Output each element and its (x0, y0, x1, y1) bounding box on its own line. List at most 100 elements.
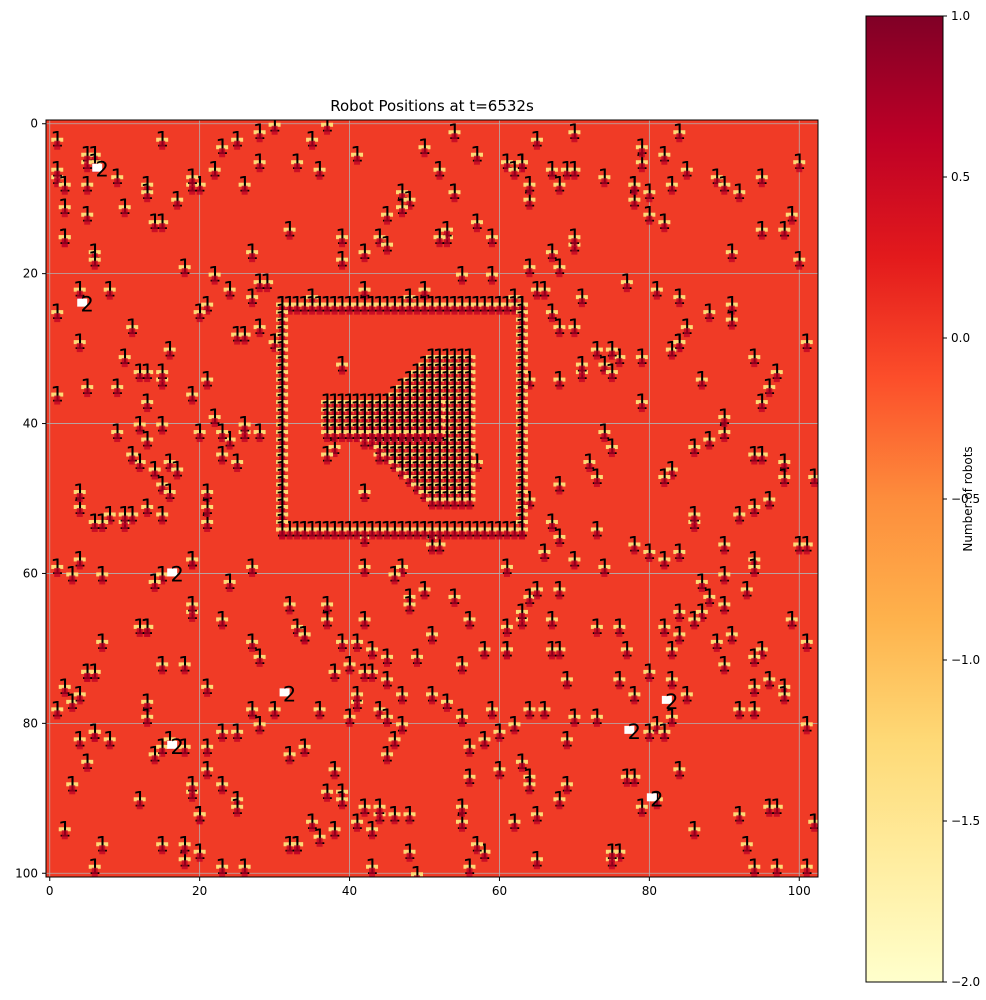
wall-robot-label-cell (493, 527, 506, 532)
robot-label: 1 (658, 720, 671, 744)
cluster-robot-label-cell (455, 430, 468, 435)
robot-label: 1 (778, 465, 791, 489)
y-tick-label: 0 (30, 117, 38, 131)
robot-label: 1 (58, 195, 71, 219)
robot-label-marker (526, 268, 533, 278)
robot-label-cell (500, 624, 513, 629)
robot-label: 1 (88, 248, 101, 272)
wall-robot-label-cell (276, 392, 289, 397)
robot-label-marker (593, 627, 600, 637)
robot-label: 1 (523, 255, 536, 279)
robot-label: 1 (718, 405, 731, 429)
robot-label-cell (66, 572, 79, 577)
wall-robot-label: 1 (350, 293, 363, 317)
robot-label-cell (381, 654, 394, 659)
robot-label: 1 (335, 225, 348, 249)
robot-label-cell (178, 662, 191, 667)
wall-robot-label-marker (391, 305, 398, 315)
robot-label-cell (328, 445, 341, 450)
robot-label: 1 (133, 413, 146, 437)
robot-label-cell (575, 295, 588, 300)
robot-label: 1 (493, 757, 506, 781)
robot-label-cell (673, 340, 686, 345)
robot-label: 1 (365, 637, 378, 661)
robot-label-cell (695, 609, 708, 614)
robot-label-marker (249, 253, 256, 263)
wall-robot-label-cell (515, 504, 528, 509)
robot-label: 1 (523, 173, 536, 197)
robot-label: 1 (800, 532, 813, 556)
robot-label: 1 (313, 697, 326, 721)
robot-label: 1 (118, 195, 131, 219)
robot-label-marker (234, 463, 241, 473)
robot-label-marker (706, 440, 713, 450)
robot-label-marker (204, 380, 211, 390)
robot-label-marker (676, 133, 683, 143)
cluster-robot-label-cell (448, 422, 461, 427)
robot-label-marker (466, 777, 473, 787)
robot-label-cell (103, 512, 116, 517)
robot-label: 1 (335, 248, 348, 272)
robot-label-cell (171, 197, 184, 202)
robot-label: 1 (170, 188, 183, 212)
robot-label-cell (673, 632, 686, 637)
wall-robot-label: 1 (485, 517, 498, 541)
wall-robot-label-marker (466, 530, 473, 540)
robot-label-cell (628, 542, 641, 547)
robot-label: 1 (73, 480, 86, 504)
robot-label-marker (384, 755, 391, 765)
wall-robot-label-cell (388, 527, 401, 532)
robot-label-cell (500, 647, 513, 652)
robot-label-marker (324, 125, 331, 135)
robot-label-cell (478, 737, 491, 742)
robot-label-cell (126, 325, 139, 330)
robot-label-cell (261, 280, 274, 285)
robot-label-cell (396, 205, 409, 210)
robot-label-cell (763, 497, 776, 502)
robot-label: 1 (553, 525, 566, 549)
robot-label-marker (511, 170, 518, 180)
robot-label-cell (515, 609, 528, 614)
wall-robot-label-cell (455, 527, 468, 532)
robot-label-marker (219, 620, 226, 630)
robot-label-cell (246, 564, 259, 569)
robot-label: 1 (515, 600, 528, 624)
robot-label-marker (616, 852, 623, 862)
robot-label: 1 (88, 660, 101, 684)
robot-label-marker (706, 313, 713, 323)
robot-label-cell (163, 737, 176, 742)
robot-label-cell (216, 430, 229, 435)
robot-label-marker (556, 328, 563, 338)
robot-label: 1 (148, 210, 161, 234)
robot-label-marker (391, 815, 398, 825)
robot-label-marker (646, 732, 653, 742)
robot-label: 1 (665, 667, 678, 691)
robot-label-marker (608, 448, 615, 458)
robot-label-marker (773, 807, 780, 817)
robot-label-marker (691, 515, 698, 525)
robot-label-cell (283, 842, 296, 847)
robot-label: 1 (403, 802, 416, 826)
robot-label-marker (204, 687, 211, 697)
robot-label-cell (66, 699, 79, 704)
robot-label-cell (665, 467, 678, 472)
robot-label-cell (366, 864, 379, 869)
colorbar-bar (865, 15, 944, 983)
robot-label-cell (133, 422, 146, 427)
wall-robot-label-cell (515, 355, 528, 360)
robot-label-marker (608, 350, 615, 360)
wall-robot-label: 1 (433, 293, 446, 317)
wall-robot-label: 1 (500, 293, 513, 317)
robot-label-marker (721, 545, 728, 555)
robot-label: 1 (58, 675, 71, 699)
colorbar-tick-label: 0.5 (951, 170, 970, 184)
robot-label: 1 (425, 682, 438, 706)
robot-label-marker (451, 193, 458, 203)
robot-label-marker (346, 717, 353, 727)
wall-robot-label: 1 (440, 517, 453, 541)
cluster-robot-label-cell (440, 392, 453, 397)
robot-label-marker (556, 268, 563, 278)
robot-label-marker (661, 223, 668, 233)
robot-label-marker (391, 740, 398, 750)
robot-label: 1 (140, 390, 153, 414)
